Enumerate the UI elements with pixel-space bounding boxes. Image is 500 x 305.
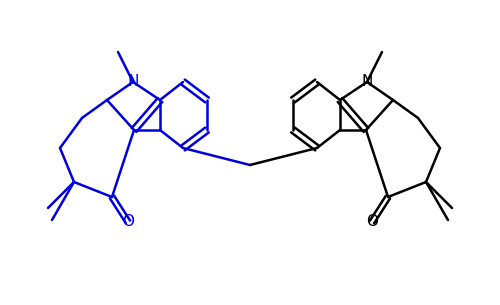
Text: O: O	[366, 214, 378, 229]
Text: O: O	[122, 214, 134, 229]
Text: N: N	[362, 74, 372, 89]
Text: N: N	[128, 74, 138, 89]
